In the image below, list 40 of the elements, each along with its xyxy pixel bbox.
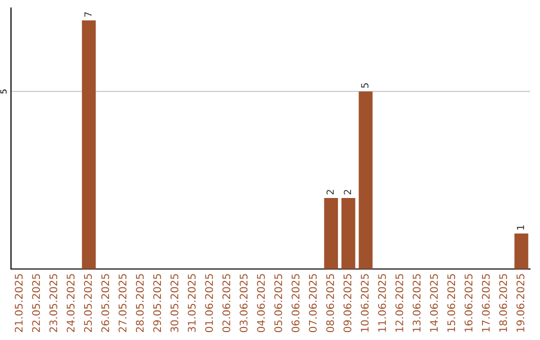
data-label: 7 <box>84 12 92 17</box>
bar <box>514 233 528 269</box>
x-tick-label: 24.05.2025 <box>66 274 75 332</box>
x-tick-label: 26.05.2025 <box>101 274 110 332</box>
x-tick-label: 30.05.2025 <box>170 274 178 332</box>
x-tick-label: 13.06.2025 <box>412 274 421 332</box>
x-tick-label: 09.06.2025 <box>343 274 352 332</box>
x-tick-label: 19.06.2025 <box>516 274 524 332</box>
x-tick-label: 07.06.2025 <box>308 274 317 332</box>
bar <box>341 198 356 269</box>
data-label: 5 <box>361 83 368 88</box>
data-label: 2 <box>326 190 334 194</box>
x-tick-label: 15.06.2025 <box>447 274 456 332</box>
x-tick-label: 11.06.2025 <box>378 274 386 332</box>
x-tick-label: 12.06.2025 <box>395 274 404 332</box>
x-tick-label: 03.06.2025 <box>240 274 248 332</box>
x-tick-label: 23.05.2025 <box>49 274 58 332</box>
x-tick-label: 25.05.2025 <box>84 274 92 332</box>
x-tick-label: 31.05.2025 <box>188 274 196 332</box>
x-tick-label: 18.06.2025 <box>499 274 508 332</box>
x-tick-label: 29.05.2025 <box>153 274 162 332</box>
x-tick-label: 27.05.2025 <box>118 274 126 332</box>
x-tick-label: 06.06.2025 <box>292 274 300 332</box>
x-tick-label: 04.06.2025 <box>256 274 265 332</box>
x-tick-label: 05.06.2025 <box>274 274 282 332</box>
data-label: 2 <box>344 190 352 194</box>
bar <box>82 20 96 269</box>
x-tick-label: 16.06.2025 <box>464 274 472 332</box>
bar <box>324 198 338 269</box>
x-tick-label: 10.06.2025 <box>360 274 369 332</box>
bar <box>358 91 373 269</box>
x-tick-label: 08.06.2025 <box>326 274 334 332</box>
data-label: 1 <box>516 225 524 230</box>
x-tick-label: 21.05.2025 <box>14 274 23 332</box>
x-tick-label: 01.06.2025 <box>205 274 213 332</box>
x-tick-label: 22.05.2025 <box>32 274 40 332</box>
x-tick-label: 02.06.2025 <box>222 274 230 332</box>
x-tick-label: 28.05.2025 <box>136 274 144 332</box>
x-tick-label: 17.06.2025 <box>482 274 490 332</box>
x-tick-label: 14.06.2025 <box>430 274 438 332</box>
